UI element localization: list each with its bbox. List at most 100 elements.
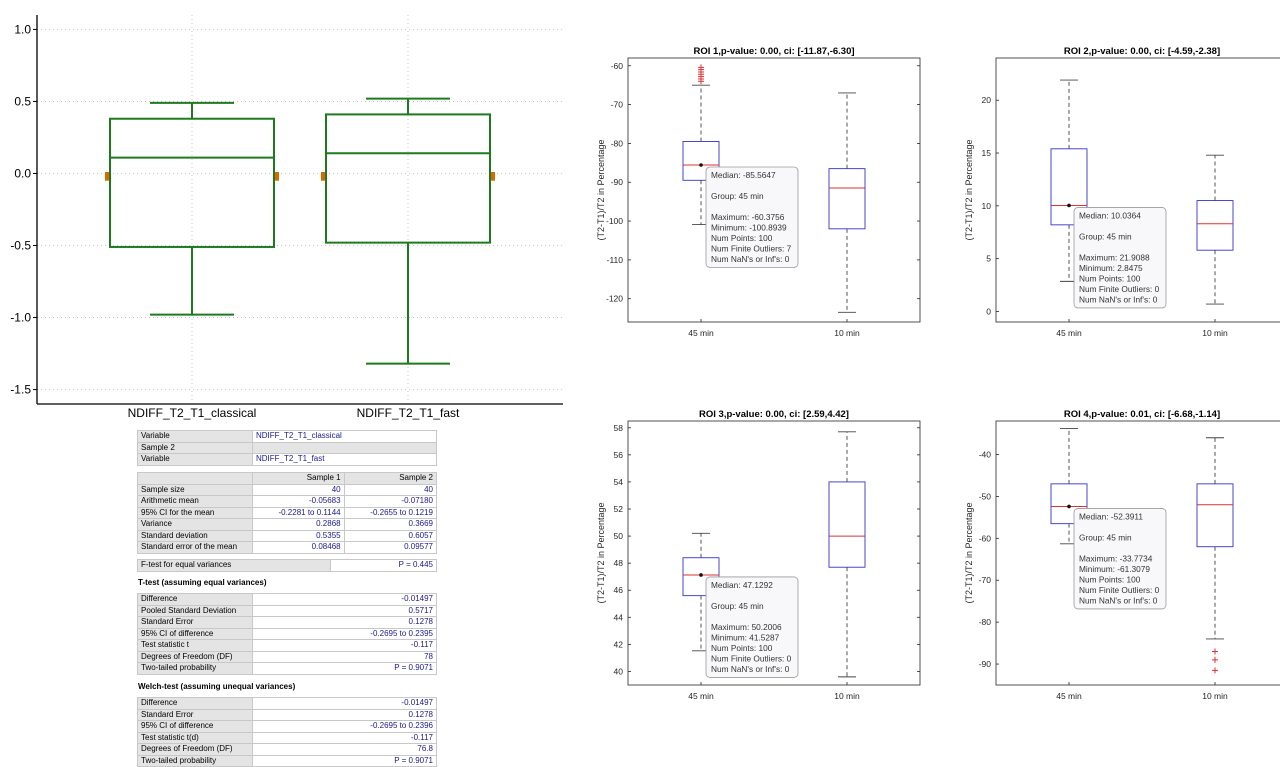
y-tick-label: 44 [614, 612, 624, 622]
row-label: Test statistic t [137, 639, 253, 652]
datatip-point [1067, 504, 1071, 509]
y-axis-label: (T2-T1)/T2 in Percentage [596, 139, 606, 240]
datatip-line: Maximum: 50.2006 [711, 622, 782, 632]
variables-table: Variable NDIFF_T2_T1_classical Sample 2 V… [137, 430, 437, 466]
datatip-line: Median: 47.1292 [711, 580, 773, 590]
variable-2-value: NDIFF_T2_T1_fast [252, 453, 437, 466]
box [1196, 483, 1234, 548]
table-row: Two-tailed probability P = 0.9071 [137, 754, 437, 767]
plot-frame [995, 57, 1280, 323]
datatip-line: Minimum: -100.8939 [711, 223, 787, 233]
row-label: Pooled Standard Deviation [137, 604, 253, 617]
row-value: 0.6057 [343, 529, 438, 542]
roi2-boxplot: ROI 2,p-value: 0.00, ci: [-4.59,-2.38] 20… [964, 46, 1280, 338]
datatip-line: Num NaN's or Inf's: 0 [1079, 294, 1158, 304]
row-label: Standard error of the mean [137, 541, 253, 554]
datatip-line: Median: -52.3911 [1079, 511, 1143, 521]
row-label: Degrees of Freedom (DF) [137, 650, 253, 663]
table-row: Standard Error 0.1278 [137, 616, 437, 629]
datatip-line: Num Finite Outliers: 7 [711, 244, 792, 254]
row-value: P = 0.9071 [252, 754, 437, 767]
datatip-line: Median: 10.0364 [1079, 210, 1141, 220]
y-tick-label: 50 [614, 531, 624, 541]
roi1-boxplot: ROI 1,p-value: 0.00, ci: [-11.87,-6.30] -… [596, 46, 921, 338]
datatip-line: Median: -85.5647 [711, 170, 776, 180]
column-header: Sample 2 [343, 472, 438, 485]
row-value: 0.1278 [252, 708, 437, 721]
row-value: -0.117 [252, 731, 437, 744]
table-row: 95% CI for the mean -0.2281 to 0.1144 -0.2… [137, 506, 438, 519]
x-tick-label: 45 min [688, 328, 714, 338]
datatip: Median: 47.1292 Group: 45 min Maximum: 50.… [705, 576, 799, 678]
y-tick-label: 56 [614, 450, 624, 460]
row-label: Variance [137, 518, 253, 531]
y-tick-label: -80 [979, 617, 992, 627]
y-axis-label: (T2-T1)/T2 in Percentage [964, 502, 974, 603]
ttest-table: Difference -0.01497 Pooled Standard Deviat… [137, 593, 437, 675]
x-tick-label: 45 min [688, 691, 714, 701]
row-label: Two-tailed probability [137, 754, 253, 767]
row-value: 78 [252, 650, 437, 663]
datatip-point [699, 163, 703, 167]
summary-corner [137, 472, 253, 485]
plot-frame [995, 420, 1280, 686]
row-value: -0.117 [252, 639, 437, 652]
x-tick-label: NDIFF_T2_T1_fast [357, 406, 460, 420]
table-row: Degrees of Freedom (DF) 76.8 [137, 743, 437, 756]
datatip-line: Num Points: 100 [711, 643, 773, 653]
y-tick-label: 58 [614, 423, 624, 433]
box [1196, 200, 1234, 251]
table-row: Difference -0.01497 [137, 593, 437, 606]
datatip-line: Maximum: -33.7734 [1079, 553, 1153, 563]
datatip-point [1067, 203, 1071, 208]
row-value: 0.5355 [252, 529, 345, 542]
y-tick-label: 52 [614, 504, 624, 514]
row-value: -0.01497 [252, 593, 437, 606]
ftest-value: P = 0.445 [330, 559, 437, 572]
datatip: Median: 10.0364 Group: 45 min Maximum: 21.… [1073, 207, 1167, 309]
datatip: Median: -85.5647 Group: 45 min Maximum: -6… [705, 166, 799, 268]
ttest-title: T-test (assuming equal variances) [138, 578, 267, 587]
table-row: Test statistic t(d) -0.117 [137, 731, 437, 744]
y-tick-label: 15 [982, 148, 992, 158]
ftest-label: F-test for equal variances [137, 559, 331, 572]
row-value: -0.2695 to 0.2396 [252, 720, 437, 733]
table-row: 95% CI of difference -0.2695 to 0.2395 [137, 627, 437, 640]
row-value: -0.2655 to 0.1219 [343, 506, 438, 519]
datatip-box [705, 576, 799, 678]
row-label: 95% CI for the mean [137, 506, 253, 519]
roi-title: ROI 4,p-value: 0.01, ci: [-6.68,-1.14] [1064, 409, 1220, 420]
datatip-line: Group: 45 min [711, 191, 764, 201]
outlier-marker [698, 78, 704, 85]
y-tick-label: -110 [607, 255, 624, 265]
x-tick-label: 10 min [834, 328, 860, 338]
y-tick-label: 48 [614, 558, 624, 568]
datatip-line: Maximum: 21.9088 [1079, 252, 1150, 262]
table-row: 95% CI of difference -0.2695 to 0.2396 [137, 720, 437, 733]
row-value: 0.2868 [252, 518, 345, 531]
row-value: 0.1278 [252, 616, 437, 629]
welch-table: Difference -0.01497 Standard Error 0.1278 95… [137, 697, 437, 767]
row-label: Test statistic t(d) [137, 731, 253, 744]
y-tick-label: 20 [982, 95, 992, 105]
y-tick-label: -60 [979, 533, 992, 543]
row-value: 40 [252, 483, 345, 496]
sample-2-value [252, 441, 437, 454]
row-value: 40 [343, 483, 438, 496]
y-tick-label: -120 [606, 294, 623, 304]
datatip-line: Num Points: 100 [1079, 574, 1141, 584]
row-value: -0.2695 to 0.2395 [252, 627, 437, 640]
table-row: Standard Error 0.1278 [137, 708, 437, 721]
x-tick-label: 10 min [1202, 328, 1228, 338]
row-value: 0.09577 [343, 541, 438, 554]
y-axis-label: (T2-T1)/T2 in Percentage [964, 139, 974, 240]
row-value: -0.01497 [252, 697, 437, 710]
notch-marker [274, 172, 279, 181]
y-axis-label: (T2-T1)/T2 in Percentage [596, 502, 606, 603]
row-value: 76.8 [252, 743, 437, 756]
outlier-marker [1212, 648, 1218, 655]
y-tick-label: 46 [614, 585, 624, 595]
row-value: -0.07180 [343, 495, 438, 508]
table-row: Difference -0.01497 [137, 697, 437, 710]
notch-marker [321, 172, 326, 181]
